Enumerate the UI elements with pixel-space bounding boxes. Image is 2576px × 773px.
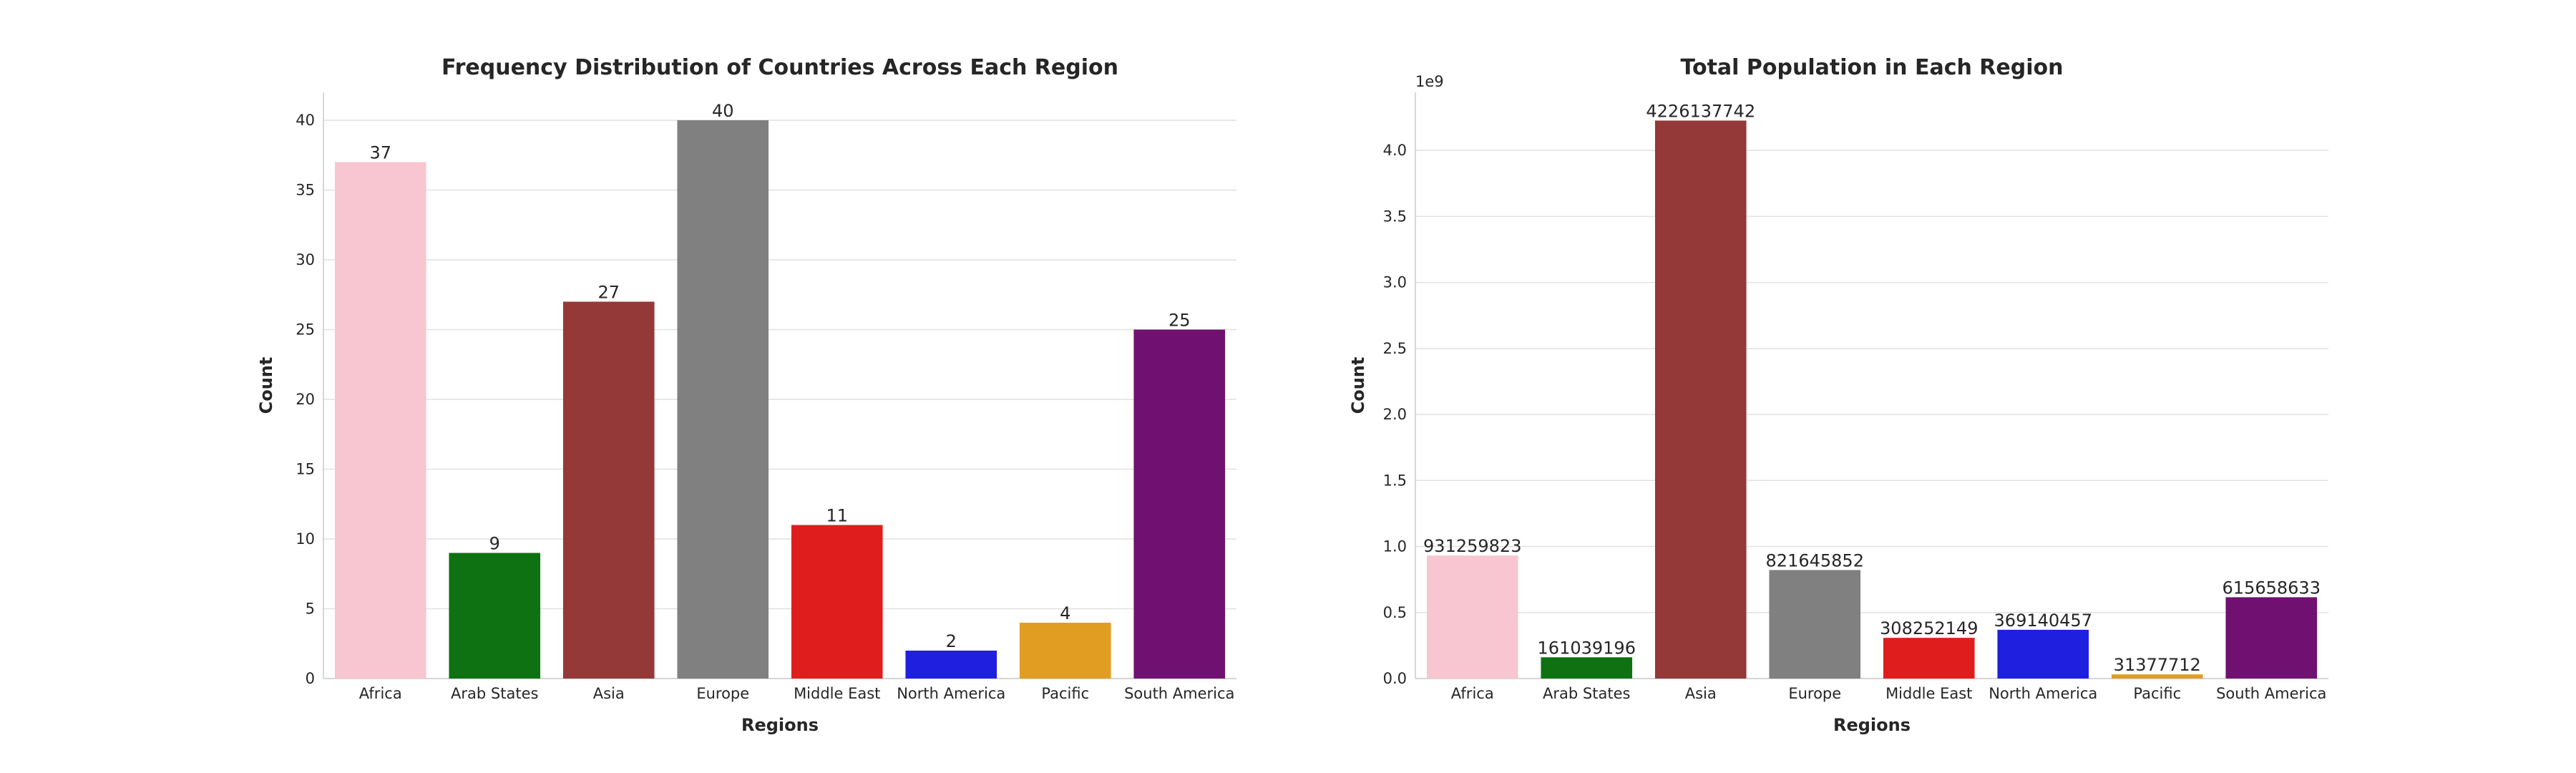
y-tick-label: 25 <box>296 321 315 339</box>
x-tick-label: Europe <box>696 685 749 702</box>
x-axis-label: Regions <box>1833 715 1911 735</box>
y-tick-label: 5 <box>306 601 315 618</box>
x-tick-label: Africa <box>1451 685 1494 702</box>
x-tick-label: North America <box>897 685 1005 702</box>
x-tick-label: North America <box>1989 685 2097 702</box>
y-tick-label: 35 <box>296 182 315 199</box>
population-chart: 0.0 0.5 1.0 1.5 2.0 2.5 3.0 3.5 4.0 931259823 Afri… <box>1348 55 2328 735</box>
x-tick-label: South America <box>1124 685 1234 702</box>
x-tick-label: South America <box>2216 685 2326 702</box>
y-axis-label: Count <box>1348 357 1368 414</box>
y-tick-label: 2.5 <box>1383 340 1407 357</box>
x-tick-label: Middle East <box>1885 685 1972 702</box>
bar-arab-states <box>449 553 541 679</box>
y-tick-label: 0 <box>306 670 315 687</box>
bar-south-america <box>2225 597 2318 679</box>
bar-value-label: 821645852 <box>1766 550 1864 570</box>
y-tick-label: 3.0 <box>1383 274 1407 291</box>
bar-middle-east <box>791 525 883 679</box>
y-tick-label: 0.0 <box>1383 670 1407 687</box>
bar-pacific <box>2111 674 2203 679</box>
y-axis-offset-label: 1e9 <box>1415 73 1444 90</box>
bar-europe <box>677 120 769 679</box>
bar-value-label: 308252149 <box>1880 618 1978 638</box>
y-tick-label: 2.0 <box>1383 406 1407 423</box>
bar-north-america <box>1997 629 2089 679</box>
bar-africa <box>1426 555 1518 679</box>
x-tick-label: Europe <box>1788 685 1841 702</box>
bar-value-label: 4226137742 <box>1646 101 1755 121</box>
y-tick-label: 1.5 <box>1383 472 1407 489</box>
y-tick-label: 1.0 <box>1383 538 1407 555</box>
y-tick-label: 3.5 <box>1383 208 1407 225</box>
bar-value-label: 369140457 <box>1994 611 2092 631</box>
bar-pacific <box>1019 623 1111 679</box>
y-tick-label: 10 <box>296 530 315 548</box>
bar-asia <box>562 301 655 679</box>
bar-value-label: 931259823 <box>1423 536 1521 556</box>
x-tick-label: Middle East <box>794 685 880 702</box>
x-tick-label: Pacific <box>2133 685 2181 702</box>
x-tick-label: Africa <box>359 685 402 702</box>
x-tick-label: Asia <box>1685 685 1717 702</box>
y-tick-label: 4.0 <box>1383 142 1407 159</box>
bar-value-label: 161039196 <box>1538 638 1636 658</box>
bar-value-label: 4 <box>1060 603 1070 623</box>
bar-value-label: 9 <box>489 534 500 554</box>
x-tick-label: Asia <box>593 685 625 702</box>
bar-middle-east <box>1883 638 1975 679</box>
y-tick-label: 0.5 <box>1383 604 1407 621</box>
bar-value-label: 615658633 <box>2223 578 2321 598</box>
y-tick-label: 15 <box>296 461 315 478</box>
x-tick-label: Arab States <box>451 685 538 702</box>
bar-arab-states <box>1541 657 1633 679</box>
bar-value-label: 31377712 <box>2114 655 2201 675</box>
country-frequency-chart: 0 5 10 15 20 25 30 35 40 37 Africa 9 Arab States 27 As… <box>256 55 1236 735</box>
x-tick-label: Arab States <box>1543 685 1630 702</box>
bar-north-america <box>905 651 997 679</box>
bar-value-label: 40 <box>712 101 734 121</box>
bar-value-label: 11 <box>826 506 848 526</box>
x-tick-label: Pacific <box>1041 685 1089 702</box>
y-tick-label: 20 <box>296 391 315 408</box>
chart-title: Frequency Distribution of Countries Acro… <box>441 55 1118 80</box>
bar-south-america <box>1133 329 1226 679</box>
bar-europe <box>1769 570 1861 679</box>
y-axis-label: Count <box>256 357 276 414</box>
chart-title: Total Population in Each Region <box>1681 55 2064 80</box>
bar-value-label: 27 <box>597 283 620 303</box>
y-tick-label: 30 <box>296 251 315 268</box>
x-axis-label: Regions <box>741 715 819 735</box>
bar-value-label: 25 <box>1169 311 1191 331</box>
y-tick-label: 40 <box>296 112 315 129</box>
bar-africa <box>334 162 426 679</box>
bar-value-label: 37 <box>369 143 391 163</box>
bar-asia <box>1654 120 1747 679</box>
bar-value-label: 2 <box>946 631 957 651</box>
